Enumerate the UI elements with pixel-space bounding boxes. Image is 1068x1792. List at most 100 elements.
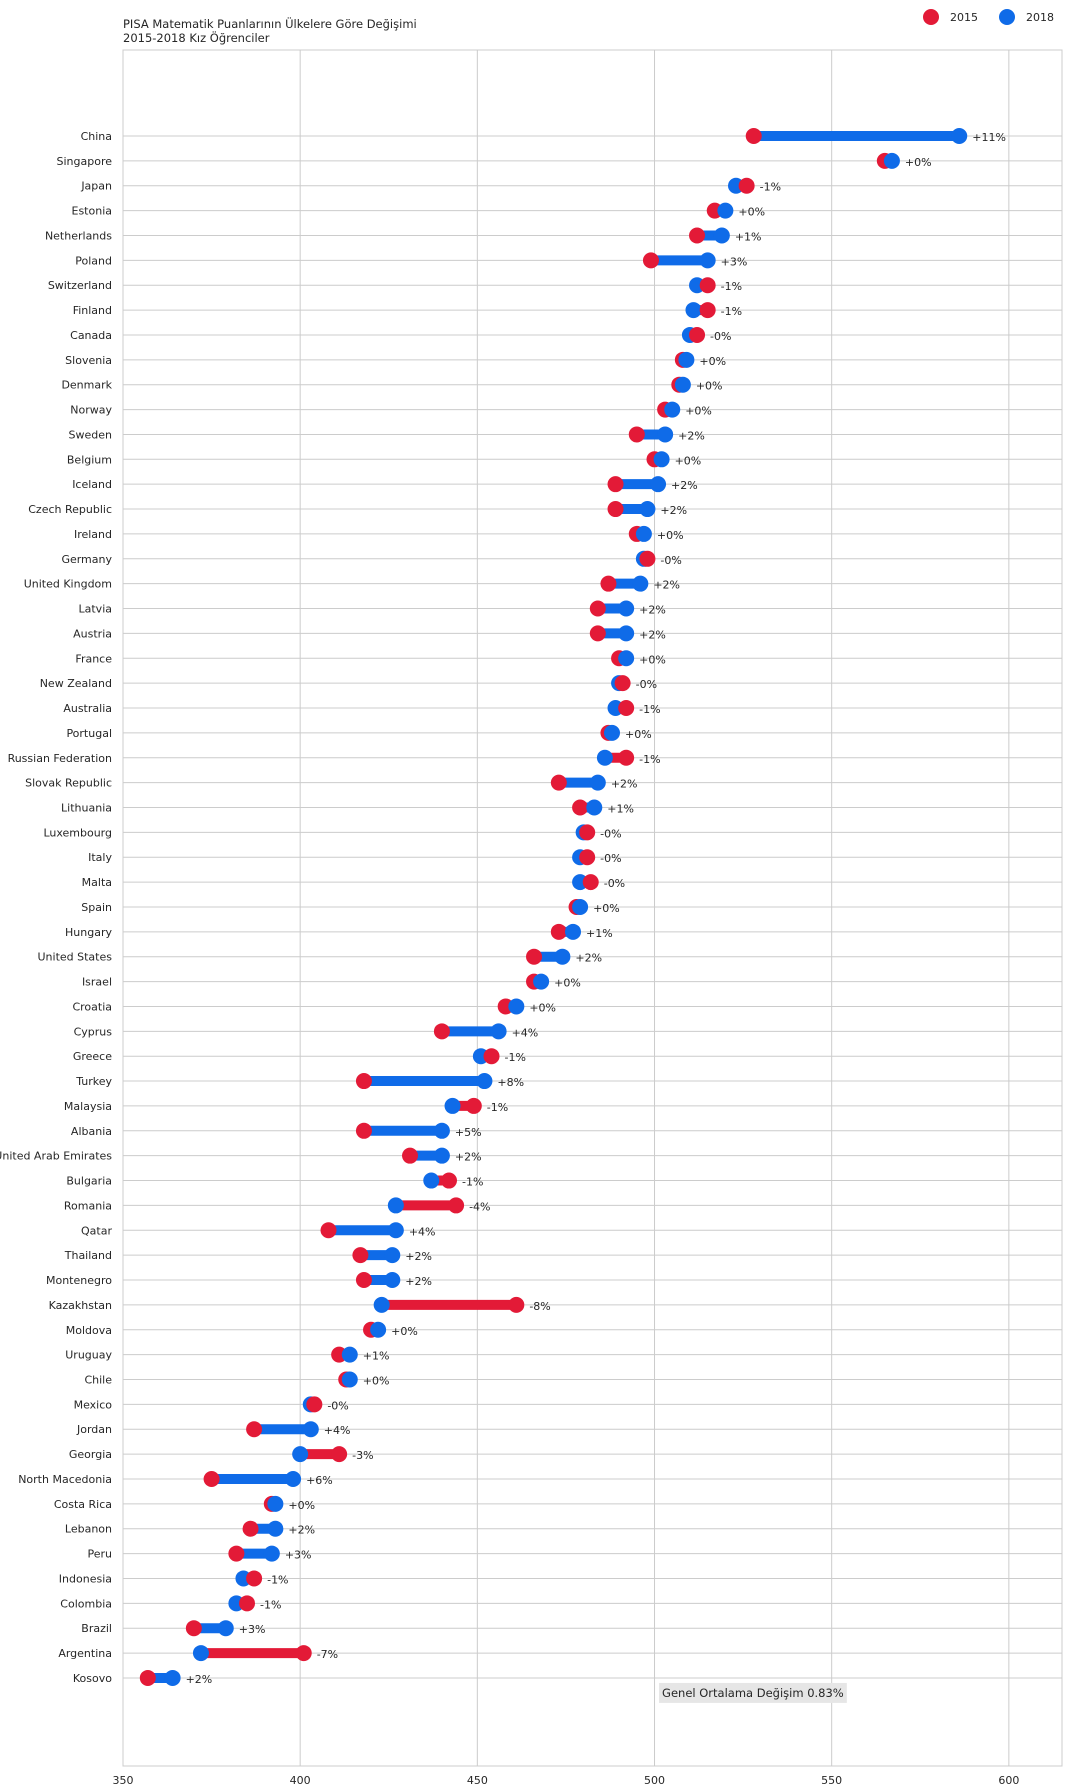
- point-2015: [589, 625, 606, 642]
- y-tick-label: Iceland: [72, 478, 112, 491]
- point-2015: [433, 1023, 450, 1040]
- change-label: +1%: [607, 802, 634, 815]
- point-2018: [657, 426, 674, 443]
- point-2018: [433, 1147, 450, 1164]
- change-label: +5%: [455, 1126, 482, 1139]
- point-2018: [678, 351, 695, 368]
- point-2015: [550, 774, 567, 791]
- point-2018: [650, 476, 667, 493]
- point-2018: [267, 1520, 284, 1537]
- y-tick-label: Mexico: [74, 1398, 113, 1411]
- chart-title: PISA Matematik Puanlarının Ülkelere Göre…: [123, 15, 417, 31]
- point-2018: [589, 774, 606, 791]
- point-2015: [246, 1570, 263, 1587]
- point-2015: [331, 1446, 348, 1463]
- point-2018: [674, 376, 691, 393]
- change-label: -1%: [505, 1051, 526, 1064]
- point-2015: [239, 1595, 256, 1612]
- change-label: +4%: [324, 1424, 351, 1437]
- point-2015: [579, 824, 596, 841]
- change-label: +0%: [593, 902, 620, 915]
- y-tick-label: Romania: [64, 1199, 112, 1212]
- x-tick-label: 450: [467, 1774, 488, 1787]
- point-2015: [402, 1147, 419, 1164]
- y-tick-label: Cyprus: [74, 1025, 113, 1038]
- y-tick-label: Chile: [84, 1374, 112, 1387]
- y-tick-label: Colombia: [60, 1597, 112, 1610]
- legend-marker-2015: [923, 9, 939, 25]
- y-tick-label: Italy: [88, 851, 112, 864]
- point-2018: [554, 948, 571, 965]
- y-tick-label: Costa Rica: [54, 1498, 112, 1511]
- point-2015: [550, 923, 567, 940]
- y-tick-label: Singapore: [57, 155, 113, 168]
- point-2018: [341, 1346, 358, 1363]
- point-2018: [384, 1272, 401, 1289]
- legend: 2015 2018: [923, 9, 1054, 25]
- point-2018: [302, 1421, 319, 1438]
- y-tick-label: Kazakhstan: [49, 1299, 112, 1312]
- y-tick-label: Russian Federation: [8, 752, 112, 765]
- change-label: +0%: [696, 380, 723, 393]
- point-2015: [203, 1470, 220, 1487]
- change-label: -0%: [660, 554, 681, 567]
- change-label: +2%: [639, 628, 666, 641]
- point-2018: [490, 1023, 507, 1040]
- point-2015: [614, 675, 631, 692]
- y-tick-label: Slovak Republic: [25, 777, 112, 790]
- point-2018: [192, 1645, 209, 1662]
- point-2018: [387, 1222, 404, 1239]
- y-tick-label: Turkey: [75, 1075, 112, 1088]
- change-label: +2%: [653, 579, 680, 592]
- y-tick-label: Israel: [82, 976, 112, 989]
- y-tick-label: France: [75, 652, 112, 665]
- point-2015: [738, 177, 755, 194]
- point-2018: [423, 1172, 440, 1189]
- change-label: +0%: [554, 977, 581, 990]
- y-tick-label: China: [81, 130, 112, 143]
- change-label: -1%: [462, 1176, 483, 1189]
- legend-label-2018: 2018: [1026, 11, 1054, 24]
- y-tick-label: Lebanon: [65, 1523, 112, 1536]
- y-tick-label: Thailand: [64, 1249, 112, 1262]
- y-tick-label: Greece: [73, 1050, 112, 1063]
- y-tick-label: Slovenia: [65, 354, 112, 367]
- point-2015: [699, 277, 716, 294]
- point-2018: [217, 1620, 234, 1637]
- y-tick-label: Czech Republic: [28, 503, 112, 516]
- annotation-text: Genel Ortalama Değişim 0.83%: [662, 1686, 844, 1700]
- point-2018: [433, 1122, 450, 1139]
- change-label: +0%: [738, 206, 765, 219]
- y-tick-label: Switzerland: [48, 279, 112, 292]
- point-2018: [596, 749, 613, 766]
- point-2015: [689, 326, 706, 343]
- point-2018: [635, 525, 652, 542]
- y-tick-label: Qatar: [81, 1224, 112, 1237]
- point-2018: [664, 401, 681, 418]
- x-tick-label: 500: [644, 1774, 665, 1787]
- point-2018: [713, 227, 730, 244]
- y-tick-label: Germany: [61, 553, 112, 566]
- y-tick-label: Netherlands: [45, 229, 112, 242]
- point-2018: [586, 799, 603, 816]
- change-label: +6%: [306, 1474, 333, 1487]
- x-tick-label: 550: [821, 1774, 842, 1787]
- change-label: +0%: [363, 1375, 390, 1388]
- y-tick-label: Hungary: [65, 926, 112, 939]
- change-label: +3%: [721, 255, 748, 268]
- y-tick-label: Sweden: [69, 428, 112, 441]
- annotation-box: [659, 1682, 847, 1703]
- y-tick-label: Malta: [82, 876, 112, 889]
- change-label: -0%: [604, 877, 625, 890]
- point-2015: [607, 476, 624, 493]
- change-label: -4%: [469, 1200, 490, 1213]
- y-tick-label: United Arab Emirates: [0, 1150, 112, 1163]
- point-2018: [632, 575, 649, 592]
- y-tick-label: Poland: [75, 254, 112, 267]
- change-label: -1%: [260, 1598, 281, 1611]
- change-label: +2%: [405, 1275, 432, 1288]
- point-2018: [164, 1669, 181, 1686]
- change-label: +1%: [586, 927, 613, 940]
- y-tick-label: Portugal: [66, 727, 112, 740]
- y-tick-label: Luxembourg: [43, 826, 112, 839]
